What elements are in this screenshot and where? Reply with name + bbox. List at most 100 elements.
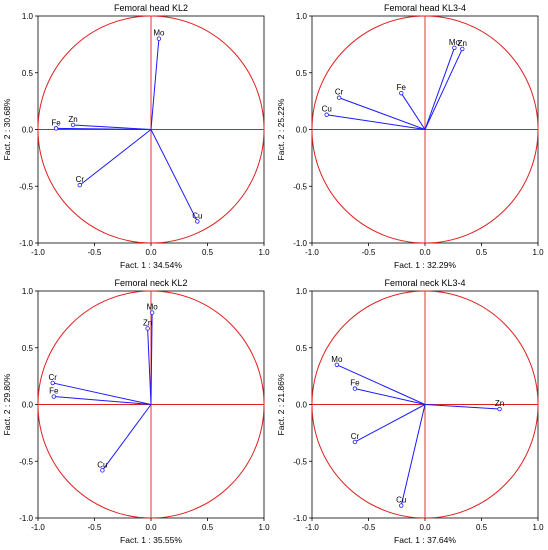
vector-point bbox=[336, 95, 342, 100]
vector-label: Cu bbox=[396, 496, 406, 505]
vector-line bbox=[73, 124, 152, 130]
vector-point bbox=[149, 310, 155, 315]
vector-label: Mo bbox=[153, 29, 165, 38]
y-tick-label: -0.5 bbox=[293, 457, 307, 466]
vector-line bbox=[79, 129, 152, 186]
y-tick-label: -1.0 bbox=[19, 239, 33, 248]
x-tick-label: -0.5 bbox=[362, 523, 376, 532]
x-tick-label: -0.5 bbox=[88, 523, 102, 532]
vector-label: Fe bbox=[49, 387, 59, 396]
x-tick-label: 1.0 bbox=[258, 248, 270, 257]
vector-point bbox=[50, 380, 55, 386]
x-axis-label: Fact. 1 : 35.55% bbox=[120, 535, 182, 545]
y-tick-label: 1.0 bbox=[22, 287, 34, 296]
vector-point bbox=[460, 46, 465, 52]
chart-svg: Femoral head KL2 -1.0 -0.5 0.0 0.5 1.0 1.0 0.5 0… bbox=[2, 3, 270, 270]
vector-point bbox=[352, 439, 358, 445]
vector-line bbox=[400, 404, 426, 506]
vector-label: Cr bbox=[48, 373, 57, 382]
vector-line bbox=[354, 404, 426, 443]
vector-label: Fe bbox=[397, 83, 407, 92]
vector-label: Zn bbox=[68, 115, 77, 124]
vector-line bbox=[147, 328, 152, 405]
vector-line bbox=[400, 92, 426, 130]
vector-label: Mo bbox=[331, 355, 343, 364]
vector-label: Fe bbox=[350, 379, 360, 388]
vector-cr: Cr bbox=[48, 373, 152, 405]
y-tick-label: 0.5 bbox=[296, 69, 308, 78]
vector-line bbox=[150, 129, 198, 222]
x-tick-label: 0.5 bbox=[202, 248, 214, 257]
vector-zn: Zn bbox=[424, 39, 467, 130]
vector-label: Cr bbox=[351, 432, 360, 441]
chart-svg: Femoral neck KL3-4 -1.0 -0.5 0.0 0.5 1.0 1.0 0.… bbox=[276, 278, 544, 545]
vector-line bbox=[53, 396, 152, 405]
y-tick-label: 0.5 bbox=[22, 69, 34, 78]
y-tick-label: -0.5 bbox=[19, 182, 33, 191]
vector-line bbox=[424, 48, 463, 130]
vector-mo: Mo bbox=[331, 355, 426, 405]
vector-point bbox=[100, 468, 105, 473]
x-tick-label: 1.0 bbox=[258, 523, 270, 532]
vector-fe: Fe bbox=[397, 83, 426, 130]
vector-point bbox=[156, 36, 162, 41]
vector-line bbox=[354, 388, 426, 405]
x-tick-label: 0.5 bbox=[476, 248, 488, 257]
chart-panel-femoral-neck-kl3-4: Femoral neck KL3-4 -1.0 -0.5 0.0 0.5 1.0 1.0 0.… bbox=[274, 275, 548, 550]
vector-fe: Fe bbox=[49, 387, 152, 405]
vector-zn: Zn bbox=[424, 399, 504, 412]
vector-point bbox=[53, 126, 59, 131]
y-tick-label: 1.0 bbox=[296, 12, 308, 21]
vector-line bbox=[338, 97, 426, 130]
vector-point bbox=[145, 326, 150, 331]
x-tick-label: 0.0 bbox=[419, 523, 431, 532]
vector-label: Mo bbox=[449, 38, 461, 47]
vector-fe: Fe bbox=[350, 379, 426, 405]
vector-mo: Mo bbox=[147, 303, 158, 405]
vector-point bbox=[77, 182, 83, 188]
vector-cu: Cu bbox=[322, 105, 426, 130]
vector-zn: Zn bbox=[68, 115, 152, 130]
x-axis-label: Fact. 1 : 34.54% bbox=[120, 260, 182, 270]
vector-point bbox=[195, 219, 200, 224]
x-axis-label: Fact. 1 : 37.64% bbox=[394, 535, 456, 545]
chart-svg: Femoral head KL3-4 -1.0 -0.5 0.0 0.5 1.0 1.0 0.… bbox=[276, 3, 544, 270]
vector-line bbox=[150, 38, 160, 130]
vector-point bbox=[452, 45, 457, 50]
y-tick-label: 0.5 bbox=[296, 344, 308, 353]
chart-svg: Femoral neck KL2 -1.0 -0.5 0.0 0.5 1.0 1.0 0.5 0… bbox=[2, 278, 270, 545]
chart-title: Femoral neck KL3-4 bbox=[384, 278, 465, 288]
vector-cu: Cu bbox=[150, 129, 202, 224]
chart-title: Femoral head KL3-4 bbox=[384, 3, 466, 13]
chart-title: Femoral neck KL2 bbox=[114, 278, 187, 288]
x-tick-label: 0.5 bbox=[202, 523, 214, 532]
vector-line bbox=[336, 364, 426, 405]
chart-panel-femoral-head-kl2: Femoral head KL2 -1.0 -0.5 0.0 0.5 1.0 1.0 0.5 0… bbox=[0, 0, 274, 275]
chart-panel-femoral-head-kl3-4: Femoral head KL3-4 -1.0 -0.5 0.0 0.5 1.0 1.0 0.… bbox=[274, 0, 548, 275]
x-tick-label: -1.0 bbox=[305, 248, 319, 257]
vector-label: Cu bbox=[97, 460, 107, 469]
x-tick-label: -1.0 bbox=[31, 248, 45, 257]
y-axis-label: Fact. 2 : 30.68% bbox=[2, 98, 12, 160]
x-tick-label: -0.5 bbox=[362, 248, 376, 257]
x-tick-label: -1.0 bbox=[305, 523, 319, 532]
x-tick-label: 1.0 bbox=[532, 248, 544, 257]
x-tick-label: 0.0 bbox=[419, 248, 431, 257]
vector-point bbox=[324, 112, 329, 117]
vector-label: Cu bbox=[192, 211, 202, 220]
vector-point bbox=[51, 394, 57, 399]
y-axis-label: Fact. 2 : 25.22% bbox=[276, 98, 286, 160]
y-tick-label: 0.0 bbox=[22, 126, 34, 135]
y-tick-label: 0.0 bbox=[296, 126, 308, 135]
vector-zn: Zn bbox=[143, 318, 152, 405]
y-tick-label: -1.0 bbox=[19, 514, 33, 523]
vector-cr: Cr bbox=[351, 404, 426, 445]
y-tick-label: -1.0 bbox=[293, 514, 307, 523]
x-tick-label: -0.5 bbox=[88, 248, 102, 257]
x-tick-label: 0.0 bbox=[145, 523, 157, 532]
vector-line bbox=[424, 47, 455, 130]
vector-point bbox=[334, 362, 340, 367]
y-tick-label: -0.5 bbox=[293, 182, 307, 191]
vector-point bbox=[70, 122, 76, 128]
y-tick-label: -0.5 bbox=[19, 457, 33, 466]
